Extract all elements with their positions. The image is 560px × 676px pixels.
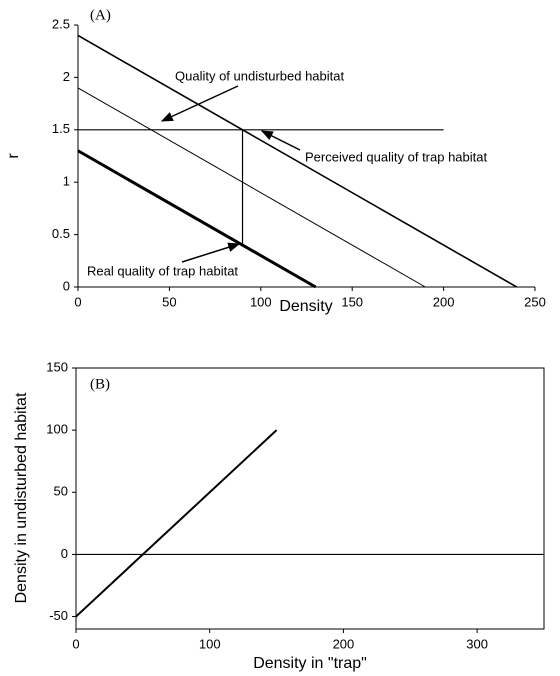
annotation-arrow <box>160 85 239 122</box>
y-tick-label: 50 <box>54 484 68 499</box>
series-line <box>75 429 278 618</box>
y-axis-title: r <box>5 153 22 159</box>
x-axis-title: Density in "trap" <box>253 655 367 672</box>
y-tick-label: 0 <box>61 546 68 561</box>
y-axis-title: Density in undisturbed habitat <box>13 392 30 603</box>
y-tick-label: 1 <box>63 174 70 189</box>
series-line <box>77 34 518 288</box>
panel-label: (B) <box>90 376 110 392</box>
series-line <box>77 149 317 289</box>
y-tick-label: -50 <box>49 608 68 623</box>
y-tick-label: 150 <box>46 359 68 374</box>
x-tick-label: 250 <box>524 294 546 309</box>
series-line <box>77 87 426 288</box>
x-tick-label: 50 <box>162 294 176 309</box>
x-axis-title: Density <box>279 298 332 315</box>
y-tick-label: 1.5 <box>52 121 70 136</box>
y-tick-label: 100 <box>46 422 68 437</box>
annotation: Quality of undisturbed habitat <box>175 68 344 83</box>
annotation-arrow <box>181 242 241 263</box>
x-tick-label: 200 <box>333 636 355 651</box>
annotation-arrow <box>260 130 301 151</box>
x-tick-label: 0 <box>72 636 79 651</box>
x-tick-label: 100 <box>250 294 272 309</box>
y-tick-label: 0 <box>63 278 70 293</box>
plot-frame <box>75 367 545 630</box>
annotation: Real quality of trap habitat <box>87 263 238 278</box>
panel-label: (A) <box>90 7 111 23</box>
x-tick-label: 100 <box>199 636 221 651</box>
y-tick-label: 2 <box>63 69 70 84</box>
y-tick-label: 0.5 <box>52 226 70 241</box>
x-tick-label: 0 <box>74 294 81 309</box>
annotation: Perceived quality of trap habitat <box>305 149 487 164</box>
y-tick-label: 2.5 <box>52 16 70 31</box>
x-tick-label: 300 <box>466 636 488 651</box>
x-tick-label: 150 <box>341 294 363 309</box>
x-tick-label: 200 <box>433 294 455 309</box>
